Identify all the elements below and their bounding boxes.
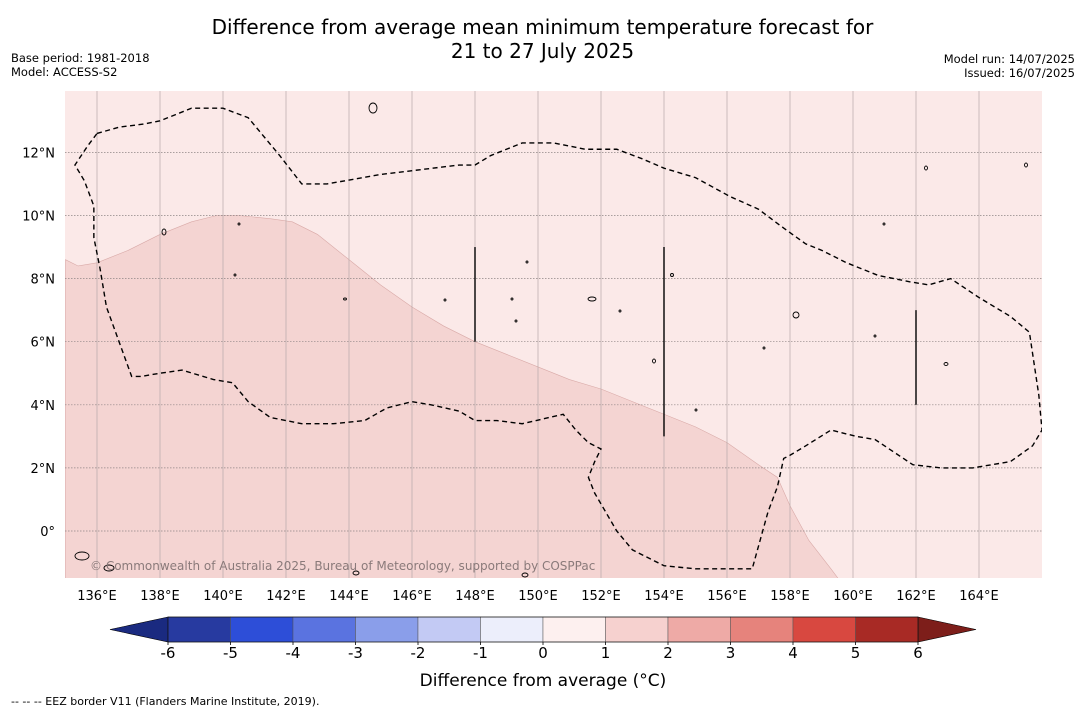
colorbar-tick-label: -5 bbox=[223, 644, 238, 662]
colorbar-bin bbox=[605, 616, 669, 643]
colorbar-min-extend bbox=[109, 616, 169, 643]
colorbar-bin bbox=[230, 616, 294, 643]
colorbar-max-extend bbox=[917, 616, 977, 643]
island-outline bbox=[924, 165, 928, 171]
lon-tick-label: 144°E bbox=[329, 589, 369, 604]
island-outline bbox=[694, 408, 698, 412]
colorbar-bin bbox=[667, 616, 731, 643]
island-outline bbox=[510, 297, 514, 301]
colorbar-bin bbox=[730, 616, 794, 643]
lon-tick-label: 164°E bbox=[959, 589, 999, 604]
island-outline bbox=[652, 358, 656, 364]
lat-tick-label: 4°N bbox=[31, 399, 56, 414]
colorbar-tick-label: 5 bbox=[851, 644, 861, 662]
lon-tick-label: 140°E bbox=[203, 589, 243, 604]
chart-title-line-2: 21 to 27 July 2025 bbox=[450, 39, 635, 63]
island-outline bbox=[443, 298, 447, 302]
colorbar: -6 -5 -4 -3 -2 -1 0 1 2 3 4 5 6 Difference from avera… bbox=[109, 616, 977, 691]
colorbar-tick-label: -6 bbox=[161, 644, 176, 662]
lon-tick-label: 150°E bbox=[518, 589, 558, 604]
island-outline bbox=[943, 362, 949, 366]
colorbar-tick-label: 1 bbox=[601, 644, 611, 662]
island-outline bbox=[368, 102, 378, 114]
island-outline bbox=[352, 570, 360, 576]
issued-label: Issued: 16/07/2025 bbox=[964, 66, 1075, 80]
island-outline bbox=[525, 260, 529, 264]
island-outline bbox=[237, 222, 241, 226]
lat-tick-label: 12°N bbox=[22, 146, 55, 161]
model-run-label: Model run: 14/07/2025 bbox=[943, 52, 1075, 66]
colorbar-tick-label: 3 bbox=[726, 644, 736, 662]
island-outline bbox=[521, 572, 529, 578]
island-outline bbox=[74, 551, 90, 561]
lat-tick-label: 10°N bbox=[22, 210, 55, 225]
colorbar-bin bbox=[355, 616, 419, 643]
colorbar-bin bbox=[417, 616, 481, 643]
colorbar-tick-label: 4 bbox=[788, 644, 798, 662]
island-outline bbox=[1024, 162, 1028, 168]
meta-left: Base period: 1981-2018 Model: ACCESS-S2 bbox=[11, 51, 150, 79]
island-outline bbox=[873, 334, 877, 338]
island-outline bbox=[343, 297, 347, 301]
lon-tick-label: 160°E bbox=[833, 589, 873, 604]
colorbar-bin bbox=[167, 616, 231, 643]
lat-tick-label: 0° bbox=[40, 525, 55, 540]
colorbar-tick-label: 2 bbox=[663, 644, 673, 662]
lon-tick-label: 142°E bbox=[266, 589, 306, 604]
island-outline bbox=[792, 311, 800, 319]
island-outline bbox=[103, 564, 115, 572]
lat-tick-label: 8°N bbox=[31, 273, 56, 288]
lon-tick-label: 158°E bbox=[770, 589, 810, 604]
lon-tick-label: 154°E bbox=[644, 589, 684, 604]
island-outline bbox=[882, 222, 886, 226]
colorbar-tick-label: 6 bbox=[913, 644, 923, 662]
lon-tick-label: 152°E bbox=[581, 589, 621, 604]
chart-title-line-1: Difference from average mean minimum tem… bbox=[211, 15, 874, 39]
colorbar-bin bbox=[542, 616, 606, 643]
island-outline bbox=[233, 273, 237, 277]
colorbar-tick-label: -4 bbox=[286, 644, 301, 662]
colorbar-bin bbox=[480, 616, 544, 643]
map-clip-group: © Commonwealth of Australia 2025, Bureau… bbox=[65, 91, 1042, 578]
lon-tick-label: 156°E bbox=[707, 589, 747, 604]
lon-tick-label: 136°E bbox=[77, 589, 117, 604]
island-outline bbox=[587, 296, 597, 302]
lat-tick-label: 2°N bbox=[31, 462, 56, 477]
model-label: Model: ACCESS-S2 bbox=[11, 65, 118, 79]
island-outline bbox=[762, 346, 766, 350]
colorbar-tick-label: -2 bbox=[411, 644, 426, 662]
lon-tick-label: 138°E bbox=[140, 589, 180, 604]
map-axes: 136°E 138°E 140°E 142°E 144°E 146°E 148°E 150°E… bbox=[22, 146, 999, 604]
island-outline bbox=[514, 319, 518, 323]
map-area: © Commonwealth of Australia 2025, Bureau… bbox=[65, 91, 1042, 578]
island-outline bbox=[670, 273, 674, 277]
colorbar-tick-label: -1 bbox=[473, 644, 488, 662]
lon-tick-label: 146°E bbox=[392, 589, 432, 604]
base-period-label: Base period: 1981-2018 bbox=[11, 51, 150, 65]
lat-tick-label: 6°N bbox=[31, 336, 56, 351]
eez-footnote: -- -- -- EEZ border V11 (Flanders Marine… bbox=[11, 695, 320, 708]
lon-tick-label: 148°E bbox=[455, 589, 495, 604]
copyright-watermark: © Commonwealth of Australia 2025, Bureau… bbox=[90, 559, 595, 573]
colorbar-tick-label: 0 bbox=[538, 644, 548, 662]
warm-anomaly-zone bbox=[65, 215, 839, 578]
colorbar-bin bbox=[855, 616, 919, 643]
colorbar-bin bbox=[792, 616, 856, 643]
island-outline bbox=[161, 228, 167, 236]
lon-tick-label: 162°E bbox=[896, 589, 936, 604]
meta-right: Model run: 14/07/2025 Issued: 16/07/2025 bbox=[944, 52, 1075, 80]
island-outline bbox=[618, 309, 622, 313]
colorbar-bin bbox=[292, 616, 356, 643]
colorbar-label: Difference from average (°C) bbox=[420, 671, 667, 691]
eez-border bbox=[74, 107, 1042, 570]
colorbar-tick-label: -3 bbox=[348, 644, 363, 662]
